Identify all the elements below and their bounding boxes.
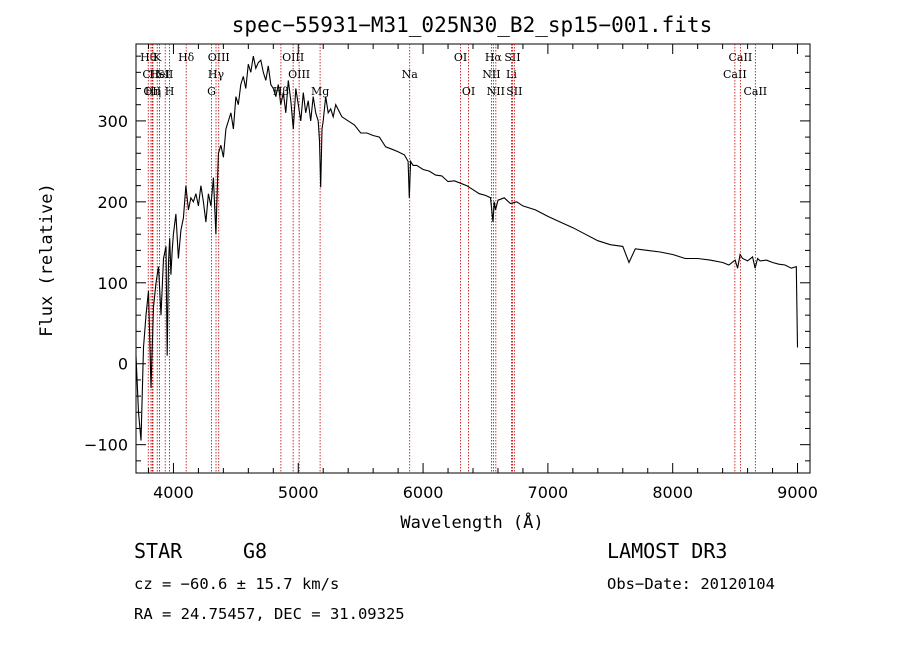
y-tick-label: 0 (118, 355, 128, 374)
line-marker-label: SII (157, 68, 173, 81)
line-marker-label: OIII (208, 51, 230, 64)
line-marker-label: CII (142, 68, 159, 81)
line-marker-label: Hβ (273, 85, 289, 98)
object-class: STAR (134, 539, 183, 563)
line-marker-label: Hη (145, 85, 161, 98)
object-subclass: G8 (243, 539, 267, 563)
line-marker-label: CaII (743, 85, 767, 98)
line-marker-label: CaII (729, 51, 753, 64)
line-marker-label: SII (504, 51, 520, 64)
line-marker-label: H (165, 85, 175, 98)
line-marker-label: K (153, 51, 162, 64)
redshift-text: cz = −60.6 ± 15.7 km/s (134, 575, 339, 593)
line-marker-label: CaII (723, 68, 747, 81)
chart-title: spec−55931−M31_025N30_B2_sp15−001.fits (232, 13, 712, 37)
plot-frame (135, 43, 811, 474)
line-marker-label: Hα (485, 51, 503, 64)
y-tick-label: 100 (97, 274, 128, 293)
line-marker-label: OIII (288, 68, 310, 81)
x-tick-label: 5000 (278, 483, 319, 502)
coordinates-text: RA = 24.75457, DEC = 31.09325 (134, 605, 405, 623)
line-marker-label: NII (487, 85, 505, 98)
line-marker-label: G (207, 85, 216, 98)
line-marker-label: Mg (311, 85, 329, 98)
x-tick-label: 9000 (777, 483, 818, 502)
line-marker-label: Li (506, 68, 517, 81)
obs-date: Obs−Date: 20120104 (607, 575, 775, 593)
line-marker-label: SII (506, 85, 522, 98)
line-marker-label: Na (402, 68, 419, 81)
axes: 4000 5000 6000 7000 8000 9000 −100 0 100 200 300 (84, 44, 818, 502)
x-tick-label: 4000 (153, 483, 194, 502)
line-marker-label: HeI (149, 68, 169, 81)
survey-name: LAMOST DR3 (607, 539, 727, 563)
x-tick-label: 7000 (528, 483, 569, 502)
x-tick-label: 6000 (403, 483, 444, 502)
y-axis-label: Flux (relative) (37, 183, 57, 337)
y-tick-label: −100 (84, 436, 128, 455)
spectrum-line (135, 55, 799, 441)
line-marker-label: OIII (282, 51, 304, 64)
line-marker-label: Hγ (208, 68, 225, 81)
y-tick-label: 200 (97, 193, 128, 212)
line-marker-label: OI (454, 51, 467, 64)
line-marker-label: Hδ (178, 51, 195, 64)
y-tick-label: 300 (97, 112, 128, 131)
line-marker-label: NII (482, 68, 500, 81)
x-tick-label: 8000 (652, 483, 693, 502)
line-marker-label: OI (462, 85, 475, 98)
x-axis-label: Wavelength (Å) (400, 511, 543, 533)
line-marker-label: OII (143, 85, 161, 98)
